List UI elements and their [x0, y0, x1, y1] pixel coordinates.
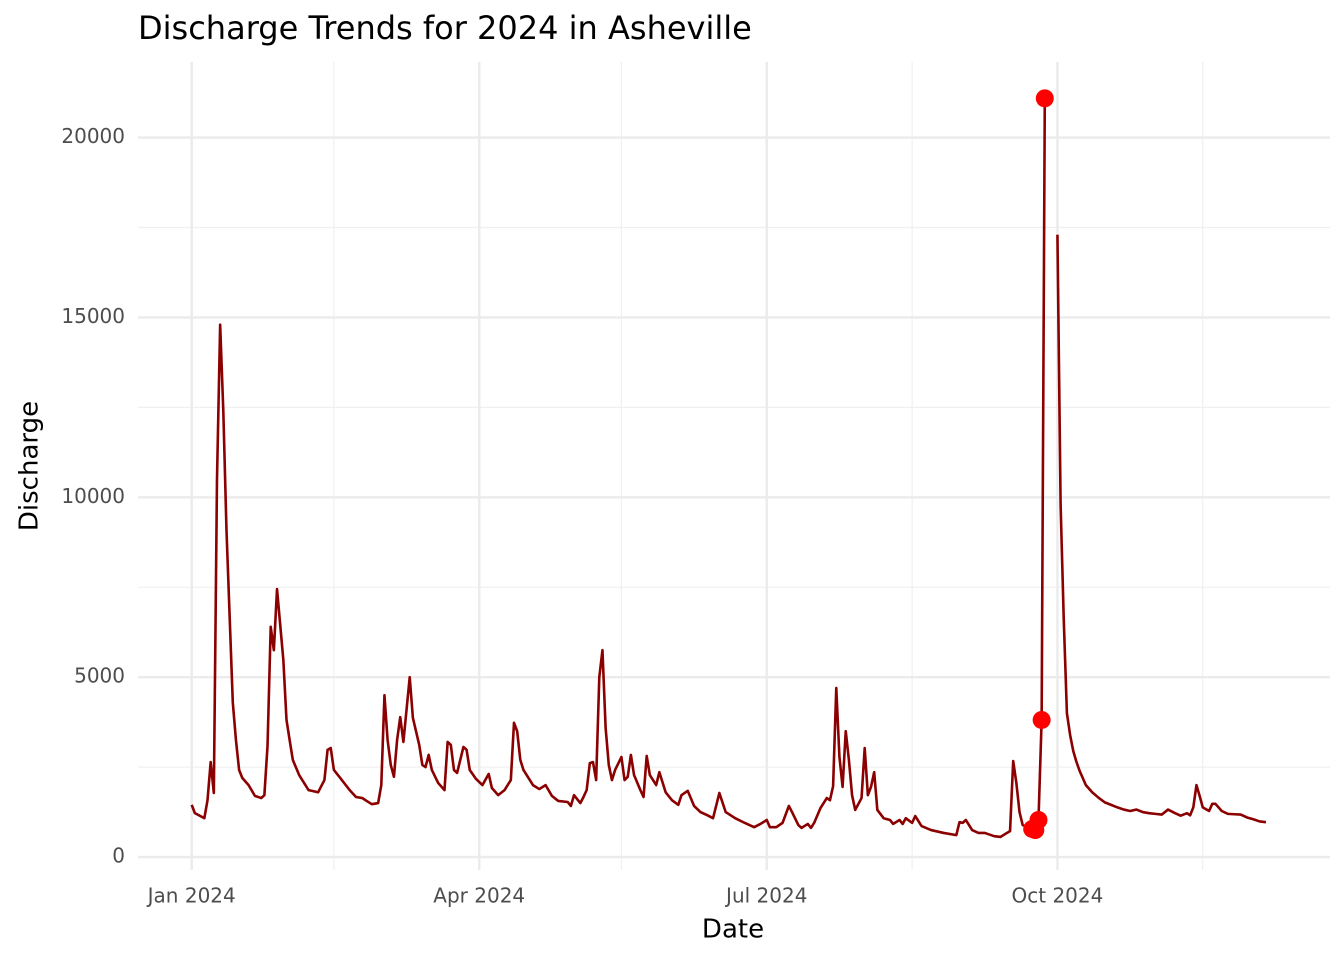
x-tick-label: Jul 2024 — [724, 884, 807, 908]
x-axis-title: Date — [702, 915, 764, 945]
x-tick-label: Jan 2024 — [146, 884, 236, 908]
y-axis-title: Discharge — [15, 401, 45, 531]
data-line — [190, 98, 1267, 839]
chart-title: Discharge Trends for 2024 in Asheville — [138, 9, 752, 47]
y-tick-label: 10000 — [61, 484, 125, 508]
highlight-point — [1029, 810, 1048, 829]
x-tick-label: Apr 2024 — [433, 884, 525, 908]
y-tick-label: 5000 — [74, 664, 125, 688]
x-tick-label: Oct 2024 — [1012, 884, 1104, 908]
highlight-point — [1035, 89, 1054, 108]
y-tick-label: 20000 — [61, 124, 125, 148]
y-tick-label: 15000 — [61, 304, 125, 328]
highlight-point — [1032, 710, 1051, 729]
y-tick-label: 0 — [112, 844, 125, 868]
